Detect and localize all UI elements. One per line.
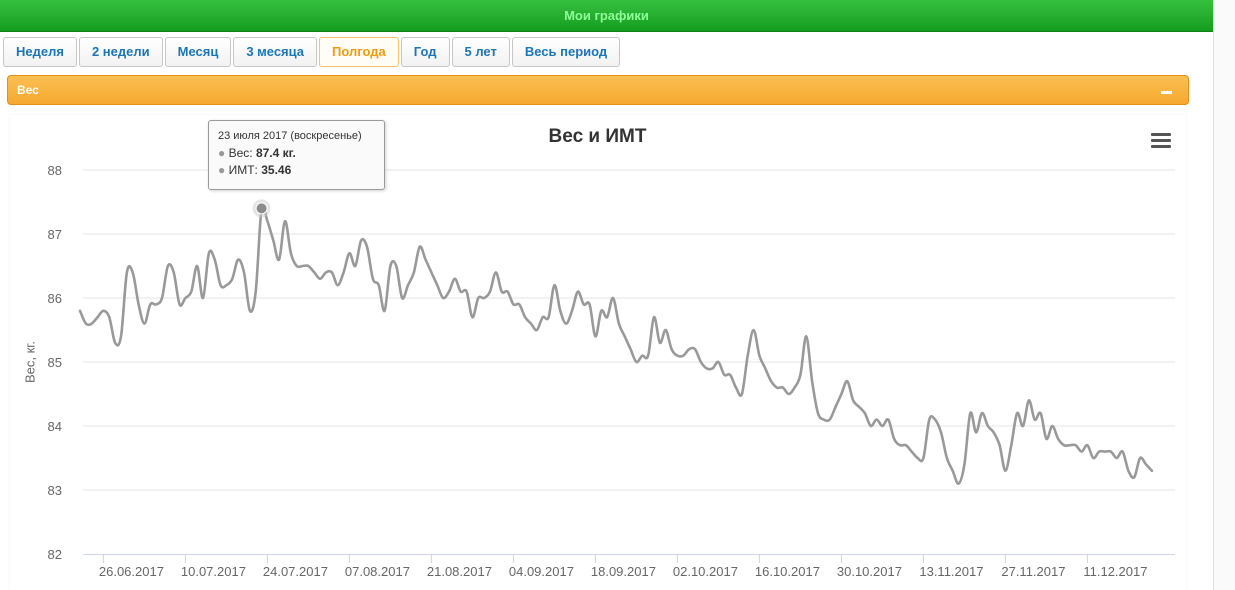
- y-axis-title: Вес, кг.: [22, 340, 38, 384]
- window-right-edge: [1213, 0, 1235, 590]
- y-tick-label: 83: [48, 483, 62, 498]
- tab-year[interactable]: Год: [400, 37, 450, 67]
- y-tick-label: 84: [48, 419, 62, 434]
- tab-half-year[interactable]: Полгода: [319, 37, 399, 67]
- x-tick-label: 27.11.2017: [1001, 564, 1065, 579]
- tooltip-weight-value: 87.4 кг.: [255, 146, 296, 160]
- tab-three-months[interactable]: 3 месяца: [233, 37, 318, 67]
- x-tick-label: 10.07.2017: [181, 564, 246, 579]
- chart-title: Вес и ИМТ: [548, 126, 647, 147]
- y-tick-label: 85: [48, 355, 62, 370]
- y-axis-ticks: 82 83 84 85 86 87 88: [48, 163, 62, 562]
- tooltip-date: 23 июля 2017 (воскресенье): [218, 130, 362, 142]
- tooltip-weight-label: Вес:: [228, 146, 253, 160]
- y-tick-label: 87: [48, 227, 62, 242]
- y-tick-label: 86: [48, 291, 62, 306]
- x-tick-label: 16.10.2017: [755, 564, 820, 579]
- series-dot-icon: ●: [218, 163, 226, 177]
- x-tick-label: 26.06.2017: [99, 564, 164, 579]
- tab-week[interactable]: Неделя: [3, 37, 77, 67]
- tab-five-years[interactable]: 5 лет: [451, 37, 510, 67]
- page-title: Мои графики: [564, 8, 649, 23]
- chart-tooltip: 23 июля 2017 (воскресенье) ● Вес: 87.4 к…: [208, 120, 385, 190]
- weight-panel-header[interactable]: Вес: [7, 75, 1189, 105]
- x-tick-label: 18.09.2017: [591, 564, 656, 579]
- hover-point: [255, 202, 268, 215]
- tab-two-weeks[interactable]: 2 недели: [78, 37, 163, 67]
- chart-container: [10, 115, 1186, 590]
- panel-title: Вес: [17, 83, 39, 97]
- x-tick-label: 04.09.2017: [509, 564, 574, 579]
- hover-marker: [252, 199, 271, 218]
- grid-lines: [83, 169, 1175, 491]
- x-tick-label: 11.12.2017: [1083, 564, 1147, 579]
- period-tabs: Неделя 2 недели Месяц 3 месяца Полгода Г…: [3, 37, 622, 67]
- chart-menu-icon[interactable]: [1151, 133, 1171, 149]
- tab-month[interactable]: Месяц: [164, 37, 232, 67]
- x-tick-label: 02.10.2017: [673, 564, 738, 579]
- x-tick-label: 07.08.2017: [345, 564, 410, 579]
- tooltip-bmi-row: ● ИМТ: 35.46: [218, 163, 384, 177]
- tooltip-bmi-value: 35.46: [261, 163, 292, 177]
- x-tick-label: 21.08.2017: [427, 564, 492, 579]
- collapse-icon[interactable]: [1160, 84, 1174, 98]
- tab-all-time[interactable]: Весь период: [511, 37, 621, 67]
- tooltip-bmi-label: ИМТ:: [228, 163, 258, 177]
- series-weight: [78, 203, 1154, 485]
- y-tick-label: 88: [48, 163, 62, 178]
- series-dot-icon: ●: [218, 146, 226, 160]
- series-line-weight: [78, 203, 1154, 485]
- x-tick-label: 24.07.2017: [263, 564, 328, 579]
- x-axis: 26.06.2017 10.07.2017 24.07.2017 07.08.2017…: [83, 554, 1175, 579]
- header-bar: Мои графики: [0, 0, 1213, 32]
- y-tick-label: 82: [48, 547, 62, 562]
- x-tick-label: 30.10.2017: [837, 564, 902, 579]
- tooltip-weight-row: ● Вес: 87.4 кг.: [218, 146, 384, 160]
- x-tick-label: 13.11.2017: [919, 564, 983, 579]
